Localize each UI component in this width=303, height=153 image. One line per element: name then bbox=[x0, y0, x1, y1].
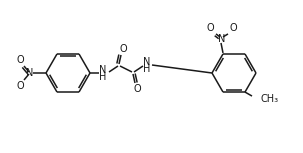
Text: O: O bbox=[206, 23, 214, 33]
Text: N: N bbox=[218, 34, 226, 44]
Text: N: N bbox=[26, 68, 34, 78]
Text: N: N bbox=[143, 57, 151, 67]
Text: O: O bbox=[16, 55, 24, 65]
Text: O: O bbox=[16, 81, 24, 91]
Text: N: N bbox=[99, 65, 107, 75]
Text: H: H bbox=[143, 64, 151, 74]
Text: O: O bbox=[119, 44, 127, 54]
Text: O: O bbox=[229, 23, 237, 33]
Text: H: H bbox=[99, 72, 107, 82]
Text: CH₃: CH₃ bbox=[261, 94, 279, 104]
Text: O: O bbox=[133, 84, 141, 94]
